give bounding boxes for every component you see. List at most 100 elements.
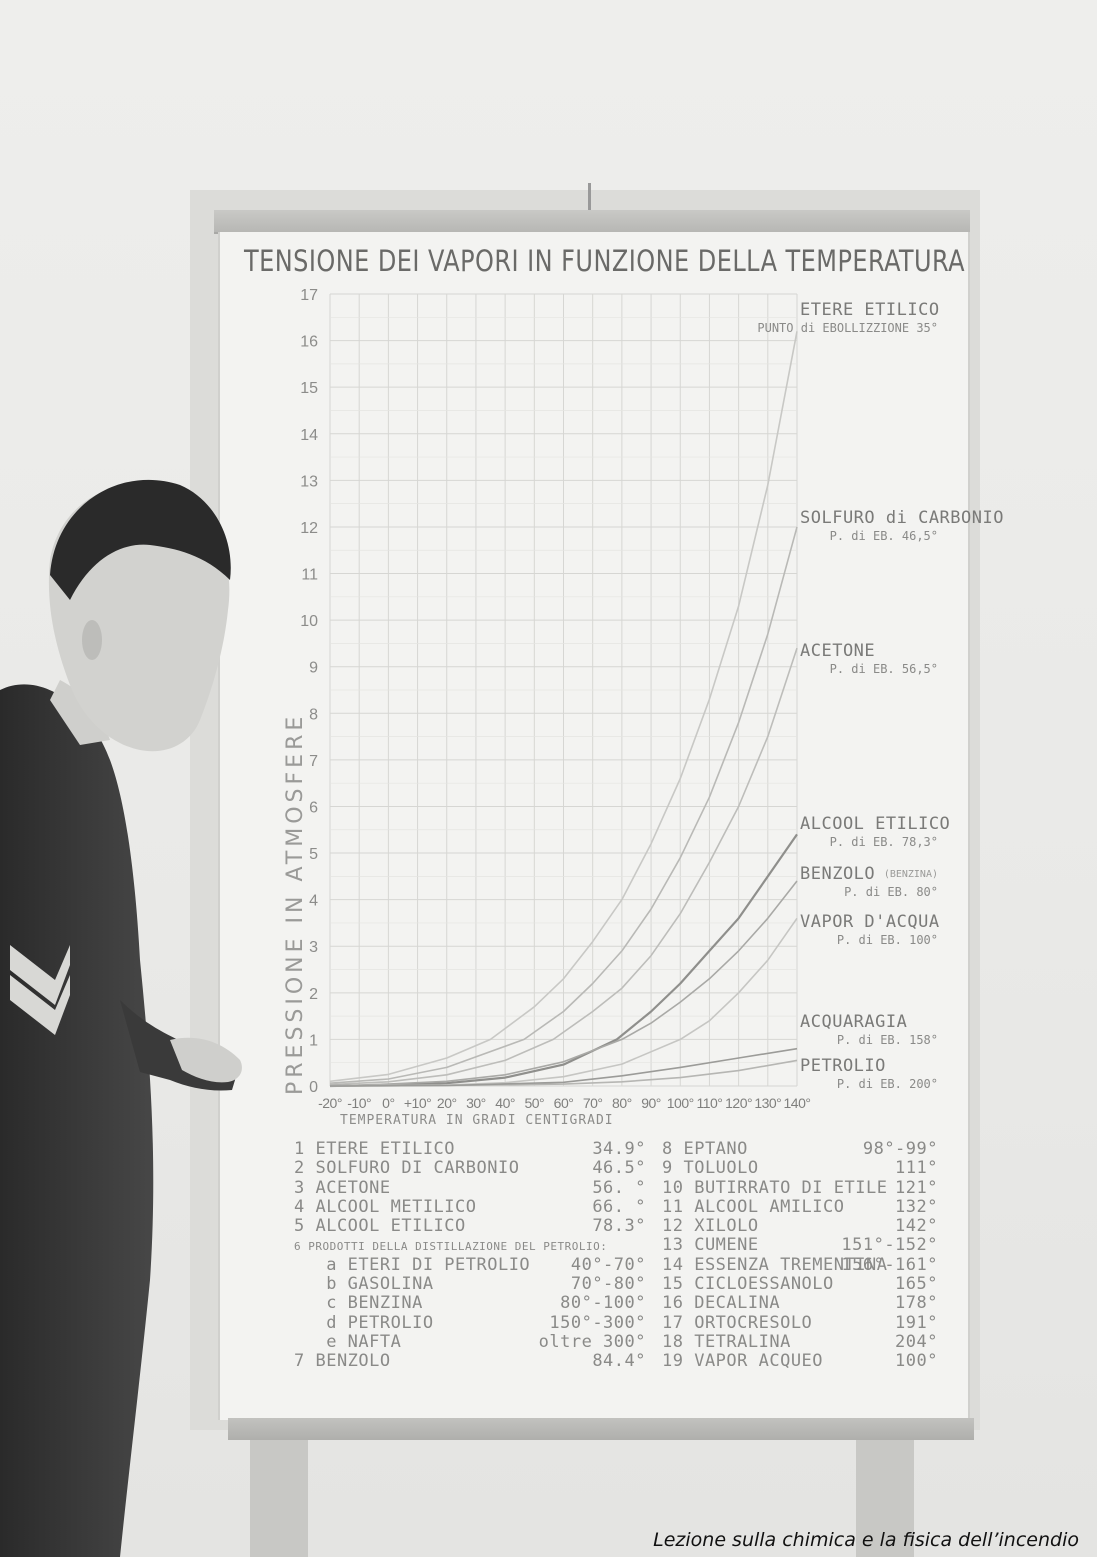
x-axis-label: TEMPERATURA IN GRADI CENTIGRADI xyxy=(340,1113,614,1128)
series-sublabel: P. di EB. 200° xyxy=(837,1077,938,1091)
x-tick-label: 110° xyxy=(696,1095,722,1111)
substance-name: 7 BENZOLO xyxy=(294,1351,391,1371)
y-tick-label: 8 xyxy=(309,706,318,723)
series-label: BENZOLO xyxy=(800,864,875,884)
boiling-point: 151°-152° xyxy=(841,1236,938,1255)
boiling-table-left: 1 ETERE ETILICO 34.9° 2 SOLFURO DI CARBONI… xyxy=(294,1140,646,1372)
y-tick-label: 15 xyxy=(300,380,318,397)
table-row: c BENZINA 80°-100° xyxy=(294,1294,646,1313)
boiling-point: 40°-70° xyxy=(571,1256,646,1275)
series-sublabel: PUNTO di EBOLLIZZIONE 35° xyxy=(757,321,938,335)
x-tick-label: 70° xyxy=(583,1095,603,1111)
substance-name: 13 CUMENE xyxy=(662,1235,759,1255)
boiling-point: 142° xyxy=(895,1217,938,1236)
y-tick-label: 12 xyxy=(300,520,318,537)
x-tick-label: 100° xyxy=(667,1095,694,1111)
y-tick-label: 16 xyxy=(300,334,318,351)
table-row: 10 BUTIRRATO DI ETILE 121° xyxy=(662,1179,938,1198)
y-tick-label: 10 xyxy=(300,613,318,630)
substance-name: 17 ORTOCRESOLO xyxy=(662,1313,812,1333)
substance-name: 5 ALCOOL ETILICO xyxy=(294,1216,466,1236)
x-tick-label: 80° xyxy=(612,1095,632,1111)
x-tick-label: -20° xyxy=(318,1095,342,1111)
table-row: a ETERI DI PETROLIO 40°-70° xyxy=(294,1256,646,1275)
series-sublabel: P. di EB. 56,5° xyxy=(830,662,938,676)
table-row: 15 CICLOESSANOLO 165° xyxy=(662,1275,938,1294)
substance-name: 16 DECALINA xyxy=(662,1293,780,1313)
substance-name: 4 ALCOOL METILICO xyxy=(294,1197,477,1217)
table-row: 14 ESSENZA TREMENTINA 156°-161° xyxy=(662,1256,938,1275)
x-tick-label: 40° xyxy=(495,1095,515,1111)
boiling-point: oltre 300° xyxy=(539,1333,646,1352)
x-tick-label: +10° xyxy=(404,1095,431,1111)
y-tick-label: 5 xyxy=(309,846,318,863)
series-sublabel: P. di EB. 158° xyxy=(837,1033,938,1047)
boiling-point: 156°-161° xyxy=(841,1256,938,1275)
y-tick-label: 11 xyxy=(301,567,318,584)
substance-name: 6 PRODOTTI DELLA DISTILLAZIONE DEL PETRO… xyxy=(294,1240,607,1253)
y-tick-label: 3 xyxy=(309,939,318,956)
x-tick-label: -10° xyxy=(347,1095,371,1111)
y-tick-label: 17 xyxy=(300,287,318,304)
substance-name: 9 TOLUOLO xyxy=(662,1158,759,1178)
table-row: b GASOLINA 70°-80° xyxy=(294,1275,646,1294)
series-label: PETROLIO xyxy=(800,1056,886,1076)
series-sublabel: P. di EB. 80° xyxy=(844,885,938,899)
table-row: 1 ETERE ETILICO 34.9° xyxy=(294,1140,646,1159)
substance-name: 11 ALCOOL AMILICO xyxy=(662,1197,845,1217)
x-tick-label: 20° xyxy=(437,1095,457,1111)
boiling-point: 70°-80° xyxy=(571,1275,646,1294)
boiling-point: 66. ° xyxy=(592,1198,646,1217)
y-tick-label: 7 xyxy=(309,753,318,770)
table-row: 2 SOLFURO DI CARBONIO 46.5° xyxy=(294,1159,646,1178)
y-tick-label: 9 xyxy=(309,660,318,677)
boiling-point: 191° xyxy=(895,1314,938,1333)
series-label: VAPOR D'ACQUA xyxy=(800,912,940,932)
boiling-point: 46.5° xyxy=(592,1159,646,1178)
table-row: 7 BENZOLO 84.4° xyxy=(294,1352,646,1371)
table-row: 18 TETRALINA 204° xyxy=(662,1333,938,1352)
substance-name: 15 CICLOESSANOLO xyxy=(662,1274,834,1294)
boiling-point: 56. ° xyxy=(592,1179,646,1198)
table-row: 8 EPTANO 98°-99° xyxy=(662,1140,938,1159)
series-sublabel: P. di EB. 46,5° xyxy=(830,529,938,543)
table-row: 16 DECALINA 178° xyxy=(662,1294,938,1313)
boiling-point: 98°-99° xyxy=(863,1140,938,1159)
substance-name: b GASOLINA xyxy=(294,1274,434,1294)
boiling-point: 34.9° xyxy=(592,1140,646,1159)
table-row: 13 CUMENE 151°-152° xyxy=(662,1236,938,1255)
x-tick-label: 30° xyxy=(466,1095,486,1111)
boiling-point: 84.4° xyxy=(592,1352,646,1371)
y-tick-label: 1 xyxy=(309,1032,318,1049)
y-tick-label: 4 xyxy=(309,893,318,910)
substance-name: 1 ETERE ETILICO xyxy=(294,1139,455,1159)
x-tick-label: 90° xyxy=(641,1095,661,1111)
substance-name: c BENZINA xyxy=(294,1293,423,1313)
series-label: ACQUARAGIA xyxy=(800,1012,907,1032)
x-tick-label: 0° xyxy=(382,1095,394,1111)
y-tick-label: 13 xyxy=(300,473,318,490)
substance-name: e NAFTA xyxy=(294,1332,401,1352)
y-tick-label: 0 xyxy=(309,1079,318,1096)
table-row: 19 VAPOR ACQUEO 100° xyxy=(662,1352,938,1371)
x-tick-label: 120° xyxy=(725,1095,752,1111)
substance-name: d PETROLIO xyxy=(294,1313,434,1333)
table-row: 4 ALCOOL METILICO 66. ° xyxy=(294,1198,646,1217)
table-row: d PETROLIO 150°-300° xyxy=(294,1314,646,1333)
table-row: 9 TOLUOLO 111° xyxy=(662,1159,938,1178)
x-tick-label: 50° xyxy=(524,1095,544,1111)
series-label: ALCOOL ETILICO xyxy=(800,814,950,834)
boiling-point: 80°-100° xyxy=(560,1294,646,1313)
boiling-point: 78.3° xyxy=(592,1217,646,1236)
boiling-point: 121° xyxy=(895,1179,938,1198)
table-row: 12 XILOLO 142° xyxy=(662,1217,938,1236)
boiling-point: 150°-300° xyxy=(549,1314,646,1333)
y-tick-label: 2 xyxy=(309,986,318,1003)
benzolo-note: (BENZINA) xyxy=(884,869,938,880)
boiling-point: 204° xyxy=(895,1333,938,1352)
series-sublabel: P. di EB. 78,3° xyxy=(830,835,938,849)
substance-name: 18 TETRALINA xyxy=(662,1332,791,1352)
substance-name: 12 XILOLO xyxy=(662,1216,759,1236)
table-row: 5 ALCOOL ETILICO 78.3° xyxy=(294,1217,646,1236)
y-tick-label: 6 xyxy=(309,799,318,816)
